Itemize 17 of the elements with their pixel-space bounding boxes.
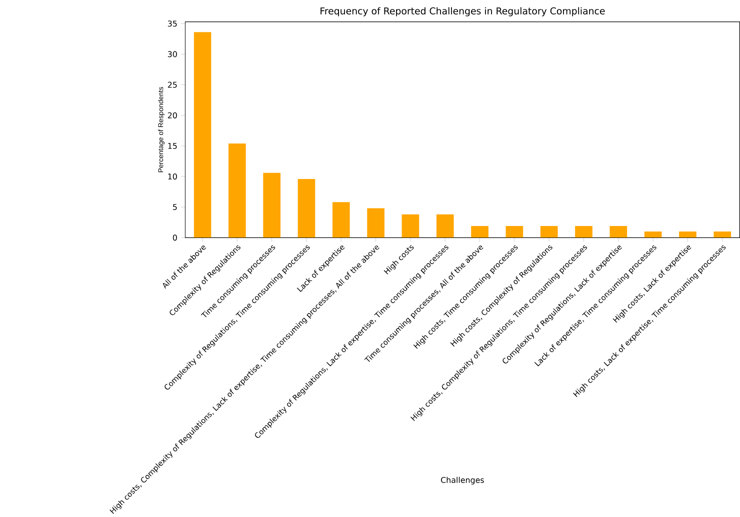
bar — [679, 232, 696, 238]
bar — [332, 202, 350, 238]
bar — [575, 226, 592, 238]
chart-title: Frequency of Reported Challenges in Regulatory Compliance — [320, 7, 605, 16]
bar — [298, 178, 316, 238]
bar — [194, 32, 212, 238]
bar — [471, 226, 488, 238]
bar — [367, 208, 384, 238]
bar — [228, 144, 246, 238]
bar — [402, 214, 420, 238]
bar — [644, 232, 662, 238]
bar — [540, 226, 558, 238]
bar — [610, 226, 628, 238]
bar — [263, 172, 280, 238]
bar — [506, 226, 524, 238]
bar — [714, 232, 732, 238]
bar — [436, 214, 454, 238]
